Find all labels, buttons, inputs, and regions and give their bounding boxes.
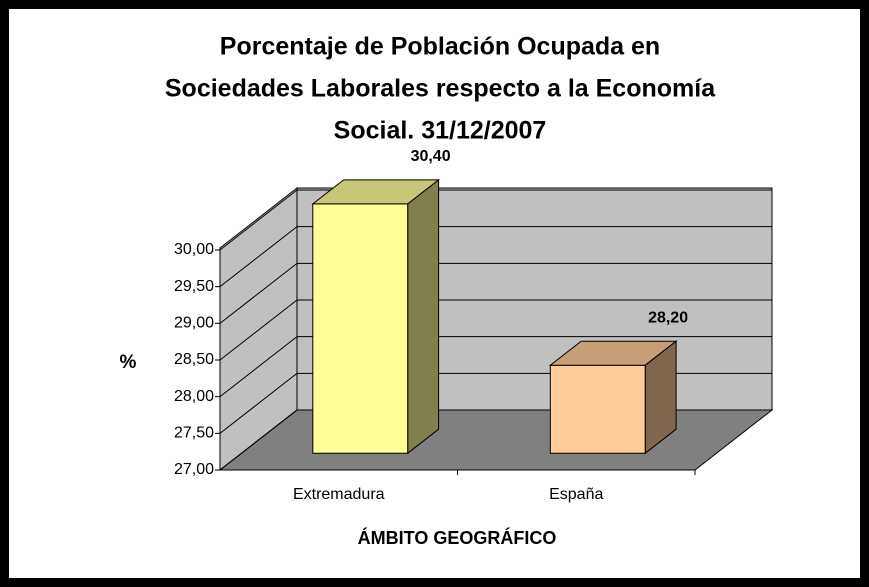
grid-line-side — [219, 336, 298, 398]
bar-side — [644, 340, 677, 455]
bar-front — [312, 203, 409, 454]
y-tick-label: 29,00 — [174, 315, 214, 332]
bar — [548, 340, 678, 455]
floor — [218, 409, 774, 471]
grid-line-side — [219, 226, 298, 288]
bar-side — [407, 178, 440, 455]
y-tick-label: 30,00 — [174, 241, 214, 258]
chart-title: Social. 31/12/2007 — [334, 117, 547, 145]
data-label: 30,40 — [411, 148, 451, 165]
x-axis-label: ÁMBITO GEOGRÁFICO — [358, 527, 557, 548]
bar — [311, 178, 441, 455]
x-tick-label: Extremadura — [293, 486, 385, 503]
bar-front — [549, 364, 646, 454]
y-tick-label: 27,50 — [174, 425, 214, 442]
x-tick-label: España — [549, 486, 603, 503]
chart-title: Sociedades Laborales respecto a la Econo… — [165, 75, 716, 103]
y-tick-label: 28,00 — [174, 388, 214, 405]
grid-line-side — [219, 299, 298, 361]
y-tick-label: 29,50 — [174, 278, 214, 295]
grid-line-side — [219, 372, 298, 434]
y-tick-label: 27,00 — [174, 461, 214, 478]
grid-line-side — [219, 409, 298, 471]
chart-title: Porcentaje de Población Ocupada en — [220, 33, 660, 61]
grid-line-side — [219, 189, 298, 251]
y-tick-label: 28,50 — [174, 351, 214, 368]
y-axis-label: % — [120, 352, 137, 373]
grid-line-side — [219, 262, 298, 324]
data-label: 28,20 — [648, 309, 688, 326]
